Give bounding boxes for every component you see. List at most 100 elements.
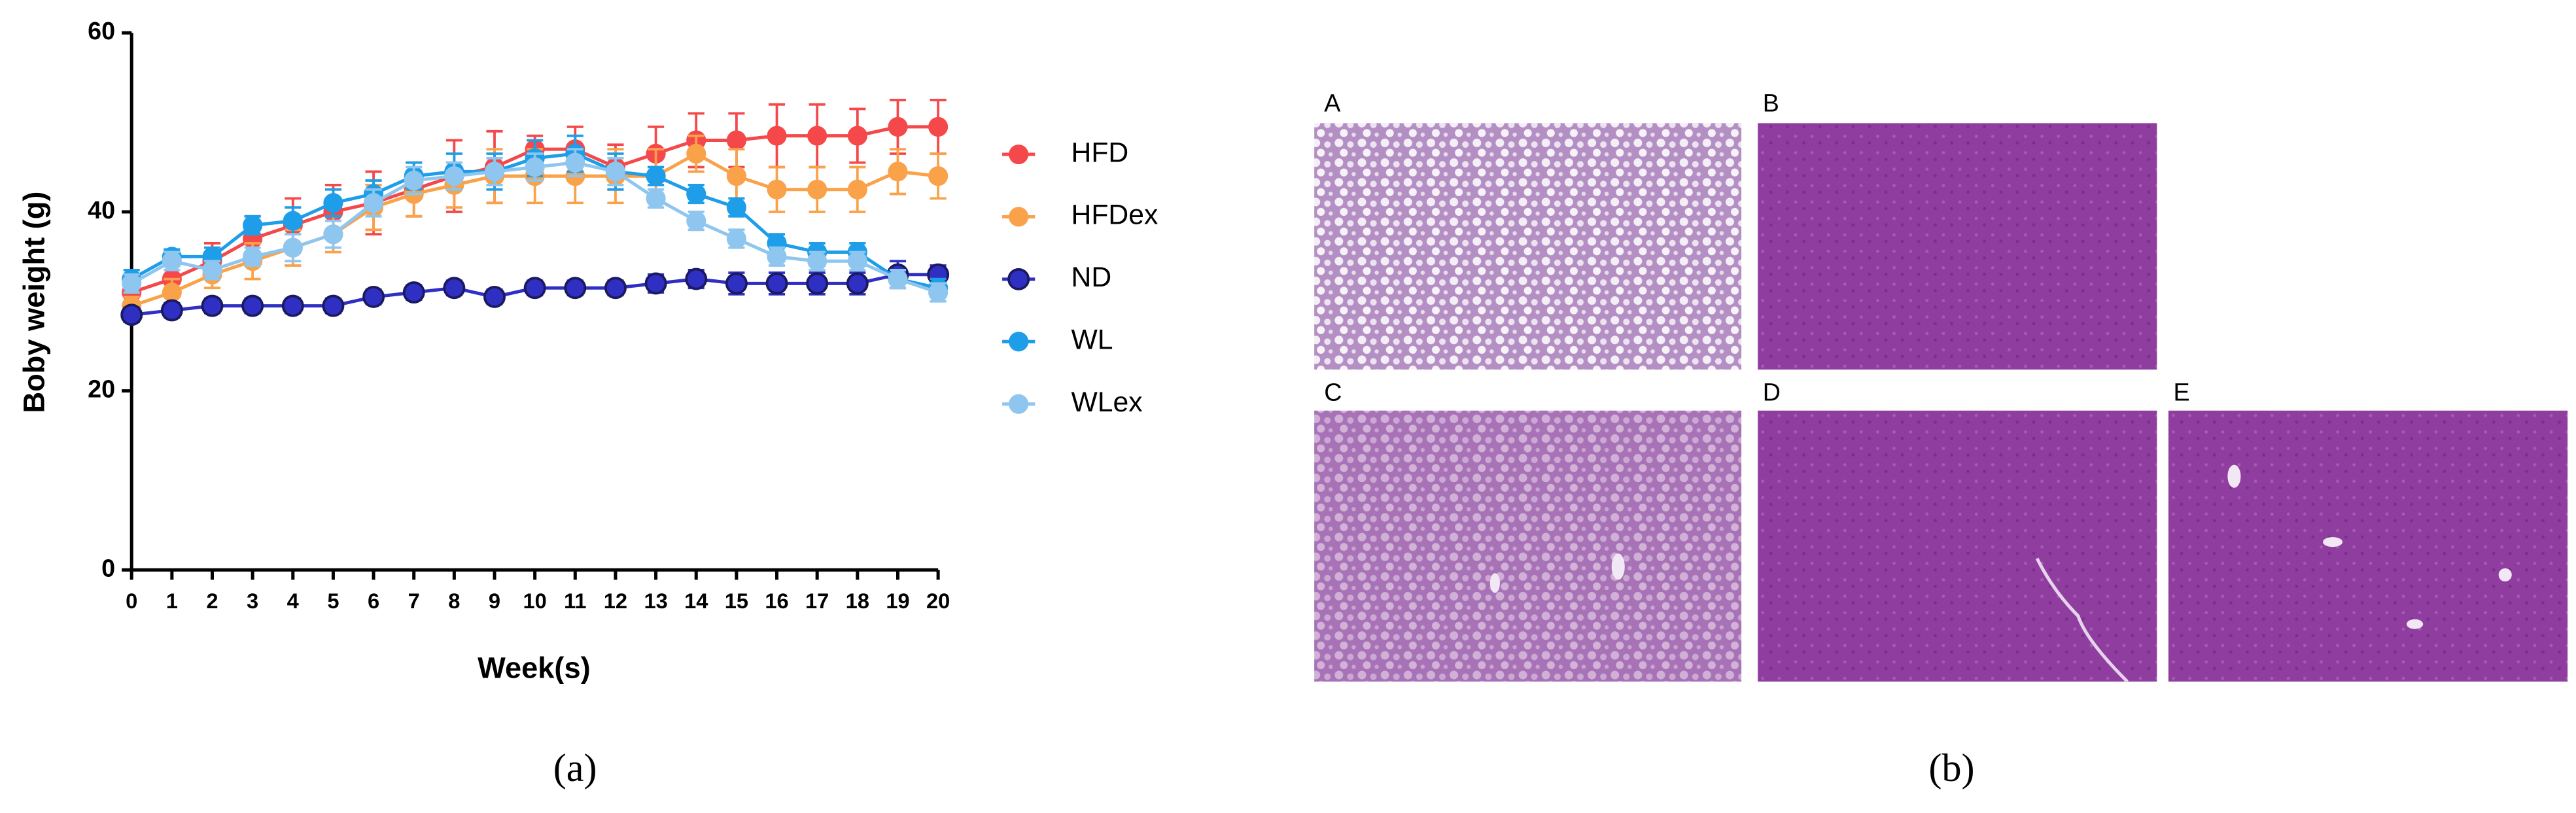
data-point (363, 193, 384, 213)
y-tick-label: 20 (88, 375, 115, 403)
data-point (483, 285, 506, 308)
data-point (806, 272, 829, 295)
data-point (928, 116, 949, 137)
data-point (646, 188, 666, 209)
x-tick-label: 14 (684, 589, 708, 613)
data-point (564, 277, 587, 300)
data-point (767, 179, 787, 199)
image-label: E (2173, 379, 2189, 406)
data-point (765, 272, 788, 295)
histology-image (1758, 410, 2157, 682)
data-point (767, 126, 787, 146)
data-point (685, 268, 708, 290)
data-point (243, 247, 263, 267)
y-tick-label: 60 (88, 17, 115, 44)
legend-marker (1009, 394, 1029, 414)
data-point (122, 273, 142, 294)
data-point (847, 126, 867, 146)
data-point (162, 283, 182, 303)
legend-marker (1009, 144, 1029, 165)
data-point (323, 224, 343, 245)
data-point (323, 193, 343, 213)
x-tick-label: 16 (765, 589, 788, 613)
histology-shade (1314, 410, 1742, 682)
histology-image (1314, 410, 1742, 682)
data-point (807, 126, 827, 146)
data-point (283, 211, 303, 231)
data-point (525, 157, 545, 177)
data-point (243, 215, 263, 235)
data-point (605, 162, 626, 182)
legend-label: WL (1071, 324, 1113, 356)
data-point (404, 170, 424, 191)
data-point (523, 277, 546, 300)
x-tick-label: 3 (247, 589, 258, 613)
x-tick-label: 6 (368, 589, 379, 613)
x-tick-label: 5 (327, 589, 339, 613)
data-point (402, 281, 425, 304)
y-tick-label: 40 (88, 196, 115, 224)
image-label: C (1324, 379, 1342, 406)
vessel (2035, 557, 2129, 683)
legend-label: WLex (1071, 387, 1143, 418)
data-point (767, 247, 787, 267)
histology-image (1758, 123, 2157, 370)
data-point (928, 166, 949, 186)
x-tick-label: 20 (926, 589, 950, 613)
data-point (484, 162, 505, 182)
data-point (202, 260, 222, 280)
histology-image (2168, 410, 2568, 682)
x-tick-label: 11 (564, 589, 587, 613)
x-tick-label: 1 (166, 589, 178, 613)
data-point (201, 294, 224, 317)
x-tick-label: 4 (287, 589, 299, 613)
x-tick-label: 8 (448, 589, 460, 613)
data-point (726, 166, 746, 186)
data-point (362, 285, 385, 308)
data-point (644, 272, 667, 295)
data-point (725, 272, 748, 295)
caption: (b) (1928, 746, 1974, 790)
data-point (807, 179, 827, 199)
x-tick-label: 2 (206, 589, 218, 613)
x-tick-label: 12 (604, 589, 627, 613)
data-point (726, 228, 746, 249)
data-point (322, 294, 345, 317)
data-point (686, 143, 706, 164)
data-point (443, 277, 466, 300)
data-point (281, 294, 304, 317)
data-point (847, 179, 867, 199)
legend-marker (1009, 207, 1029, 227)
x-tick-label: 7 (408, 589, 420, 613)
histology-panel: A B C D E (1314, 90, 2568, 683)
x-axis-title: Week(s) (478, 651, 590, 684)
vessels (1489, 464, 2512, 629)
data-point (444, 166, 464, 186)
image-label: D (1763, 379, 1781, 406)
x-tick-label: 19 (886, 589, 909, 613)
legend-marker (1007, 268, 1030, 290)
legend-marker (1009, 332, 1029, 352)
data-point (604, 277, 627, 300)
data-point (888, 116, 908, 137)
data-point (646, 166, 666, 186)
data-point (846, 272, 869, 295)
data-point (888, 162, 908, 182)
x-tick-label: 13 (644, 589, 667, 613)
data-point (241, 294, 264, 317)
data-point (928, 283, 949, 303)
x-tick-label: 17 (805, 589, 829, 613)
data-point (847, 251, 867, 271)
legend-label: ND (1071, 262, 1112, 293)
data-point (565, 152, 585, 173)
x-tick-label: 15 (725, 589, 748, 613)
data-point (162, 251, 182, 271)
data-point (686, 211, 706, 231)
image-label: A (1324, 90, 1341, 117)
data-point (726, 130, 746, 150)
legend-label: HFDex (1071, 199, 1158, 231)
data-point (120, 303, 143, 326)
x-tick-label: 0 (126, 589, 137, 613)
